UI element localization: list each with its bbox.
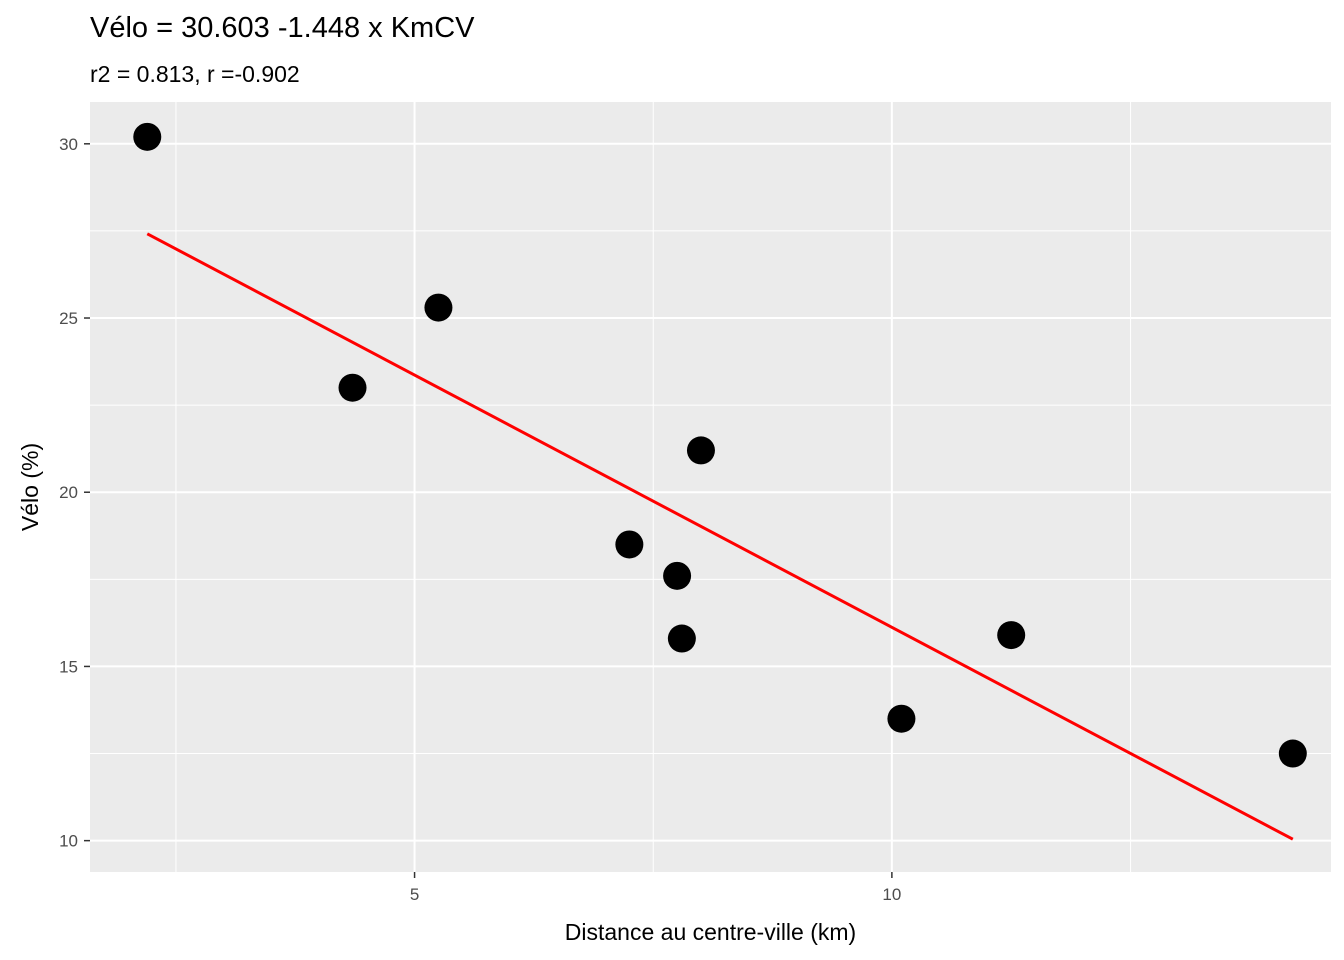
data-point <box>997 621 1026 650</box>
chart-subtitle: r2 = 0.813, r =-0.902 <box>90 61 300 87</box>
y-axis-title: Vélo (%) <box>17 443 43 531</box>
y-tick-label: 15 <box>59 657 78 676</box>
x-axis-title: Distance au centre-ville (km) <box>565 919 856 945</box>
x-tick-label: 10 <box>882 885 901 904</box>
y-axis-ticks: 10 15 20 25 30 <box>59 135 90 851</box>
data-points <box>133 122 1307 768</box>
major-gridlines <box>90 102 1331 872</box>
y-tick-label: 30 <box>59 135 78 154</box>
plot-panel <box>90 102 1331 872</box>
y-tick-label: 10 <box>59 832 78 851</box>
data-point <box>133 122 162 151</box>
x-tick-label: 5 <box>410 885 419 904</box>
y-tick-label: 20 <box>59 483 78 502</box>
data-point <box>424 293 453 322</box>
data-point <box>338 373 367 402</box>
data-point <box>686 436 715 465</box>
data-point <box>1278 739 1307 768</box>
data-point <box>667 624 696 653</box>
chart-title: Vélo = 30.603 -1.448 x KmCV <box>90 12 475 44</box>
x-axis-ticks: 5 10 <box>410 872 901 904</box>
minor-gridlines <box>90 102 1331 872</box>
data-point <box>663 561 692 590</box>
y-tick-label: 25 <box>59 309 78 328</box>
data-point <box>615 530 644 559</box>
data-point <box>887 704 916 733</box>
regression-line <box>146 232 1294 841</box>
